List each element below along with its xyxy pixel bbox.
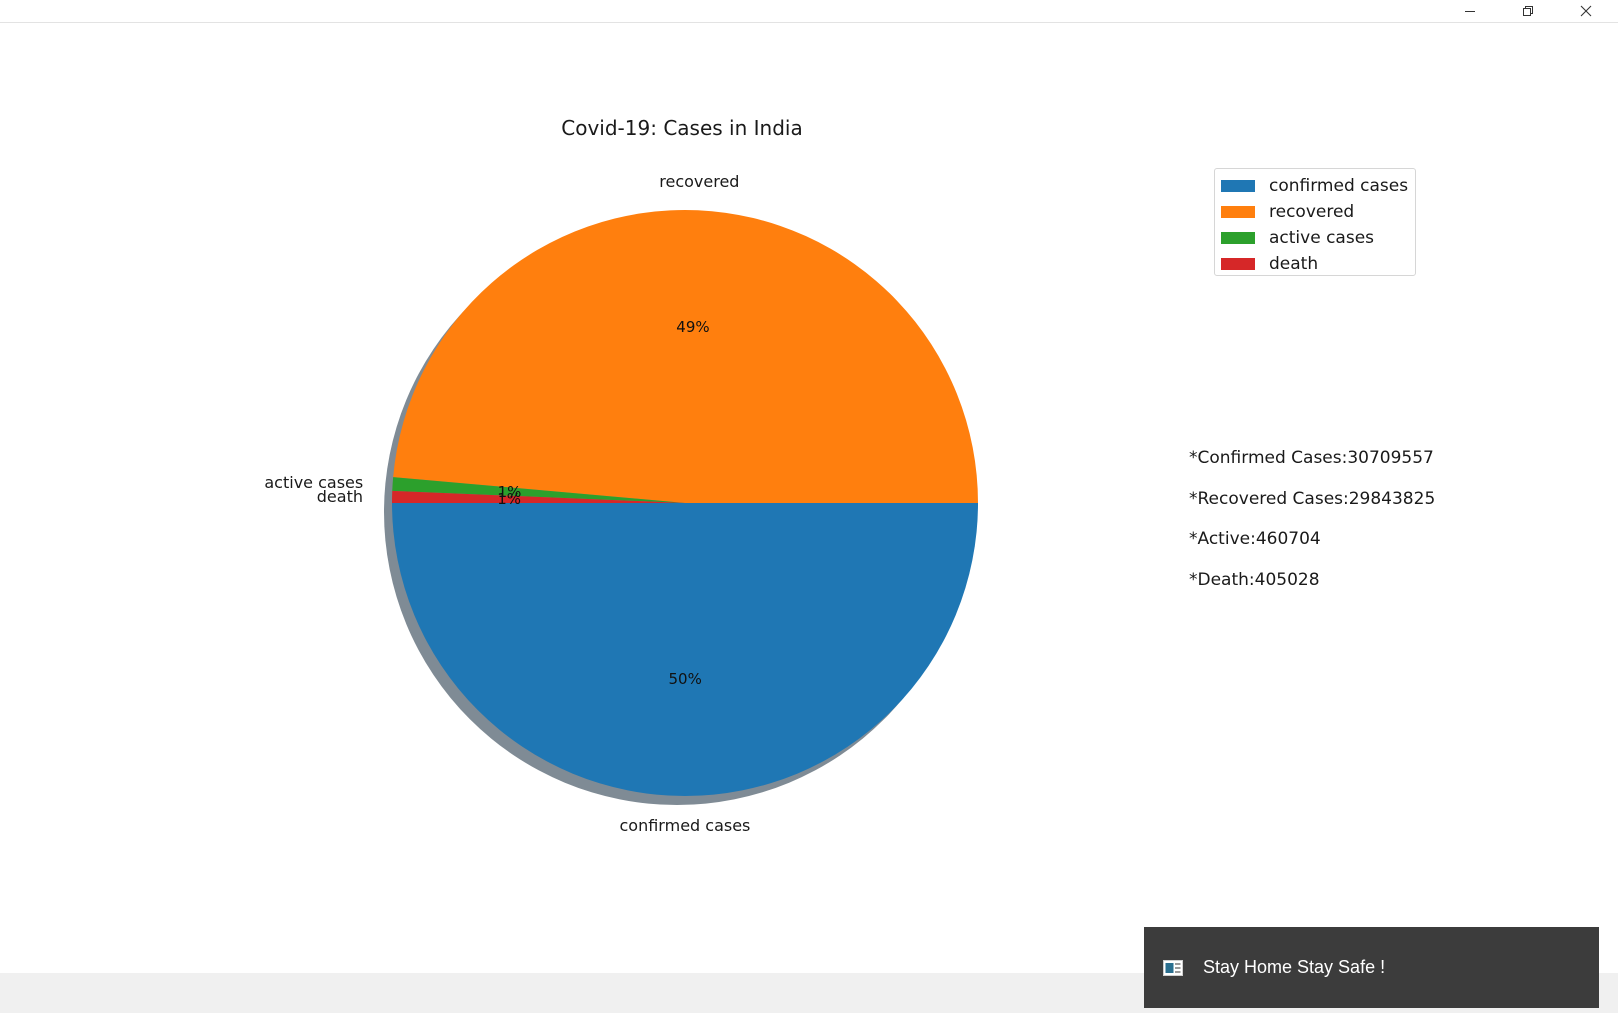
toast-message: Stay Home Stay Safe ! xyxy=(1203,957,1386,977)
slice-percent-label: 1% xyxy=(497,490,522,509)
legend-label: confirmed cases xyxy=(1269,176,1409,196)
slice-label: recovered xyxy=(659,171,740,191)
legend-swatch xyxy=(1221,232,1255,244)
legend-swatch xyxy=(1221,180,1255,192)
recovered-cases-stat: *Recovered Cases:29843825 xyxy=(1189,488,1436,509)
legend-swatch xyxy=(1221,258,1255,270)
pie-slice-recovered xyxy=(393,210,979,504)
notification-toast[interactable]: Stay Home Stay Safe ! xyxy=(1144,927,1599,1008)
restore-icon xyxy=(1523,6,1533,16)
title-bar xyxy=(0,0,1618,23)
slice-label: confirmed cases xyxy=(619,815,751,835)
legend-item: death xyxy=(1221,251,1409,277)
legend-label: active cases xyxy=(1269,228,1375,248)
chart-title: Covid-19: Cases in India xyxy=(561,116,803,140)
pie-slice-confirmed-cases xyxy=(392,503,978,796)
close-icon xyxy=(1580,5,1592,17)
slice-label: death xyxy=(316,486,363,506)
legend-item: active cases xyxy=(1221,225,1409,251)
slice-percent-label: 1% xyxy=(497,482,522,501)
death-stat: *Death:405028 xyxy=(1189,569,1320,590)
minimize-button[interactable] xyxy=(1446,0,1494,22)
legend-swatch xyxy=(1221,206,1255,218)
legend-label: death xyxy=(1269,254,1319,274)
active-cases-stat: *Active:460704 xyxy=(1189,529,1321,549)
confirmed-cases-stat: *Confirmed Cases:30709557 xyxy=(1189,448,1434,468)
minimize-icon xyxy=(1465,11,1475,12)
legend-label: recovered xyxy=(1269,202,1355,222)
slice-label: active cases xyxy=(264,472,364,492)
close-button[interactable] xyxy=(1562,0,1610,22)
slice-percent-label: 50% xyxy=(668,669,702,688)
chart-canvas: Covid-19: Cases in India confirmed cases… xyxy=(0,23,1618,973)
case-stats: *Confirmed Cases:30709557 *Recovered Cas… xyxy=(1189,446,1435,608)
legend-item: confirmed cases xyxy=(1221,173,1409,199)
slice-percent-label: 49% xyxy=(676,318,710,337)
pie-chart xyxy=(384,210,979,805)
pie-slice-death xyxy=(392,490,685,503)
chart-legend: confirmed cases recovered active cases d… xyxy=(1214,168,1416,276)
app-icon xyxy=(1163,959,1183,976)
restore-button[interactable] xyxy=(1504,0,1552,22)
pie-slice-active-cases xyxy=(392,477,685,503)
legend-item: recovered xyxy=(1221,199,1409,225)
